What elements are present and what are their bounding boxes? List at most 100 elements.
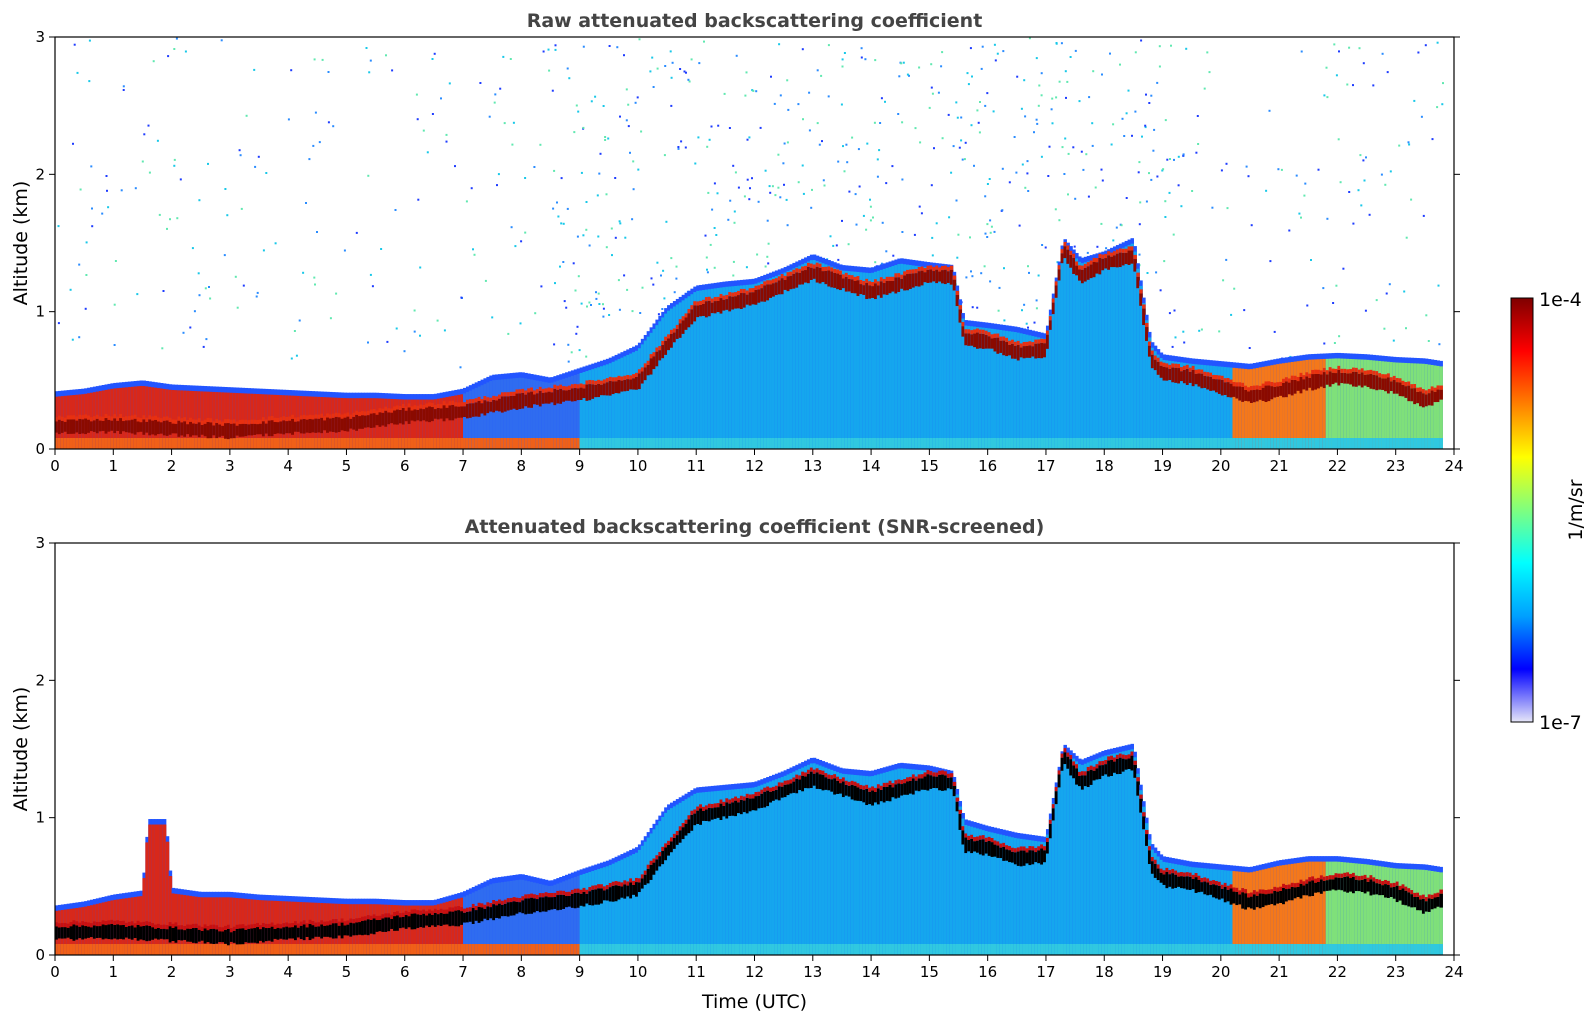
surface-layer	[492, 438, 496, 449]
cloud-band-rim	[544, 892, 549, 897]
layer-body	[454, 899, 458, 955]
cloud-band	[457, 406, 461, 418]
layer-body	[1153, 351, 1158, 449]
cloud-band	[398, 917, 403, 929]
surface-layer	[1229, 438, 1234, 449]
cloud-band-rim	[763, 787, 767, 792]
surface-layer	[591, 944, 595, 955]
cloud-band-rim	[1212, 374, 1216, 380]
cloud-band-rim	[189, 924, 193, 929]
cloud-band-rim	[1142, 304, 1146, 309]
cloud-band-rim	[943, 771, 948, 776]
surface-layer	[145, 438, 149, 449]
noise-dot	[1288, 229, 1291, 232]
cloud-band	[818, 774, 823, 790]
surface-layer	[588, 438, 592, 449]
noise-dot	[802, 192, 805, 195]
layer-body	[728, 789, 732, 955]
cloud-band-rim	[1279, 381, 1283, 386]
noise-dot	[908, 74, 910, 77]
noise-dot	[745, 266, 748, 269]
surface-layer	[186, 438, 190, 449]
cloud-band	[661, 344, 665, 359]
cloud-band	[337, 417, 342, 433]
cloud-band	[180, 929, 184, 941]
surface-layer	[148, 438, 152, 449]
surface-layer	[72, 944, 76, 955]
surface-layer	[506, 438, 511, 449]
cloud-band	[1223, 382, 1228, 395]
surface-layer	[413, 438, 417, 449]
layer-body	[1188, 363, 1193, 449]
layer-body	[888, 771, 893, 955]
layer-body	[739, 285, 744, 449]
layer-body	[731, 789, 735, 955]
cloud-band	[1410, 388, 1414, 402]
surface-layer	[291, 944, 295, 955]
cloud-band	[116, 924, 120, 940]
layer-body	[874, 271, 878, 449]
cloud-band	[168, 926, 173, 943]
layer-body	[565, 880, 569, 955]
cloud-band-rim	[1063, 242, 1067, 247]
cloud-band	[1398, 382, 1403, 397]
noise-dot	[1146, 272, 1149, 274]
cloud-band	[649, 864, 654, 880]
cloud-band-rim	[101, 920, 106, 925]
surface-layer	[573, 438, 578, 449]
noise-dot	[757, 200, 760, 203]
cloud-band	[311, 925, 315, 939]
layer-body	[943, 269, 948, 449]
surface-layer	[503, 438, 508, 449]
noise-dot	[158, 213, 161, 216]
layer-body	[1398, 362, 1403, 449]
layer-body	[512, 378, 517, 449]
noise-dot	[1018, 224, 1021, 227]
surface-layer	[958, 438, 963, 449]
surface-layer	[754, 944, 759, 955]
x-tick-label: 18	[1095, 457, 1114, 475]
cloud-band	[1340, 372, 1344, 384]
noise-dot	[604, 139, 607, 141]
layer-body	[518, 879, 522, 955]
layer-body	[1168, 360, 1172, 449]
cloud-band	[247, 928, 251, 943]
cloud-band-rim	[445, 403, 450, 408]
cloud-band	[1319, 374, 1324, 387]
surface-layer	[993, 944, 998, 955]
cloud-band	[241, 423, 246, 437]
noise-dot	[1323, 94, 1326, 97]
cloud-band	[331, 417, 336, 432]
cloud-band	[98, 926, 103, 938]
surface-layer	[1386, 438, 1391, 449]
noise-dot	[1015, 171, 1018, 174]
noise-dot	[1348, 46, 1351, 49]
cloud-band-rim	[221, 421, 225, 426]
cloud-band	[1357, 373, 1362, 386]
cloud-band-rim	[786, 272, 791, 277]
cloud-band	[1051, 302, 1056, 315]
cloud-band-rim	[690, 305, 694, 310]
cloud-band	[929, 269, 933, 283]
layer-body	[212, 391, 216, 449]
noise-dot	[703, 40, 705, 43]
cloud-band	[1351, 371, 1356, 387]
layer-body	[1258, 367, 1263, 449]
surface-layer	[530, 438, 534, 449]
surface-layer	[538, 438, 543, 449]
cloud-band-rim	[393, 912, 397, 917]
surface-layer	[713, 944, 718, 955]
noise-dot	[656, 67, 659, 70]
surface-layer	[465, 438, 470, 449]
cloud-band	[1314, 373, 1318, 390]
layer-body	[780, 273, 785, 449]
cloud-band	[291, 927, 295, 939]
surface-layer	[894, 944, 898, 955]
surface-layer	[279, 944, 283, 955]
layer-body	[465, 895, 470, 955]
cloud-band-rim	[850, 780, 855, 785]
cloud-band	[291, 418, 295, 435]
cloud-band-rim	[914, 268, 919, 274]
noise-dot	[1342, 267, 1345, 270]
cloud-band-rim	[136, 417, 141, 422]
